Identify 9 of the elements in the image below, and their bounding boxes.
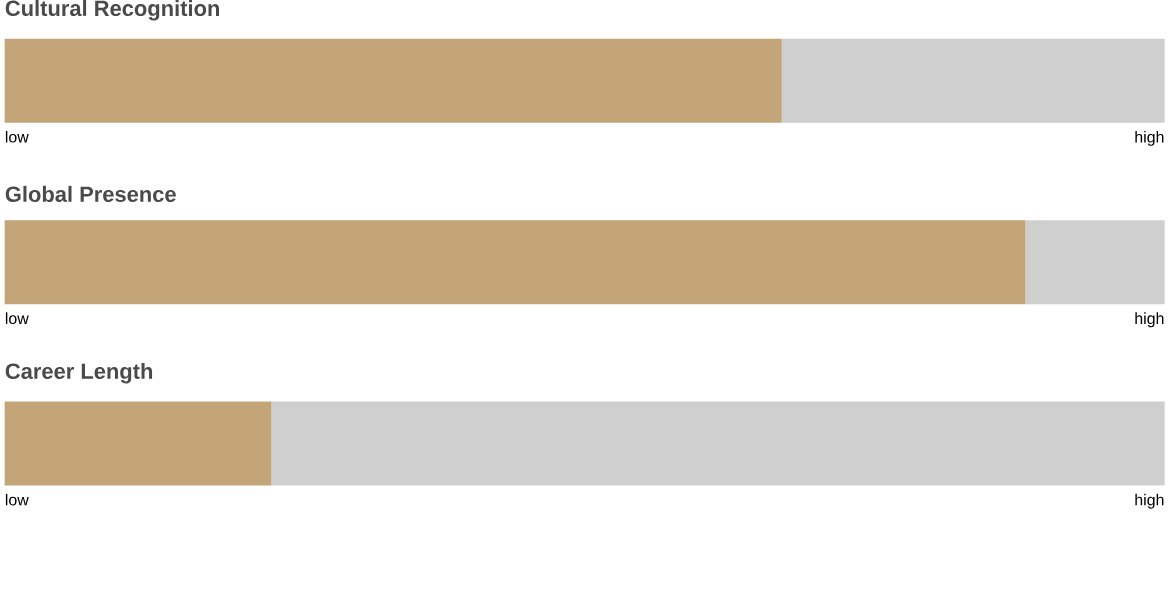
text: low — [5, 493, 29, 506]
chart-title: Cultural Recognition — [5, 0, 220, 21]
chart-title: Global Presence — [5, 185, 176, 202]
text: high — [1135, 493, 1164, 509]
text: low — [5, 130, 29, 143]
chart-title: Career Length — [5, 362, 153, 384]
text: low — [5, 312, 29, 324]
text: high — [1135, 312, 1164, 327]
text: high — [1135, 130, 1164, 146]
